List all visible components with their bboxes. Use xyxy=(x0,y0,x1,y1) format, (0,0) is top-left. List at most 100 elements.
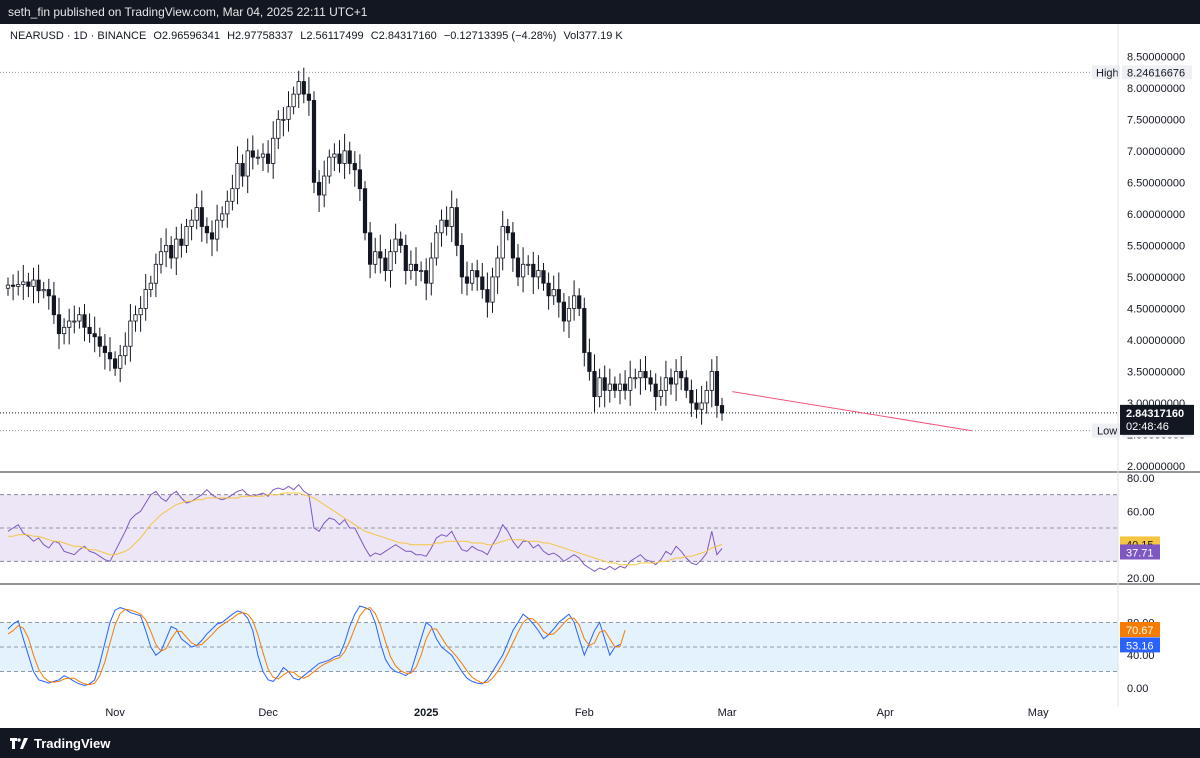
candle xyxy=(648,377,653,385)
candle xyxy=(367,232,373,265)
candle xyxy=(536,270,541,278)
rsi-value: 37.71 xyxy=(1126,547,1154,559)
candle xyxy=(515,257,521,278)
x-axis-label: Mar xyxy=(718,707,737,719)
candle xyxy=(612,383,618,391)
candle xyxy=(429,257,434,284)
candle xyxy=(398,238,403,246)
candle xyxy=(449,207,454,227)
candle xyxy=(138,308,143,316)
candle xyxy=(577,295,582,309)
tradingview-logo: TradingView xyxy=(10,736,110,751)
candle xyxy=(597,377,602,398)
candle xyxy=(230,188,235,202)
chart-area[interactable]: 8.50000000 8.00000000 7.50000000 7.00000000… xyxy=(0,24,1200,728)
candle xyxy=(357,169,363,190)
candle xyxy=(485,289,490,303)
rsi-line xyxy=(7,483,723,572)
candle xyxy=(674,371,679,385)
rsi-axis-tick: 20.00 xyxy=(1127,573,1155,585)
candle xyxy=(587,352,592,372)
price-axis-tick: 8.50000000 xyxy=(1127,51,1185,63)
candle xyxy=(679,371,684,379)
trendline xyxy=(732,391,972,432)
candle xyxy=(628,377,633,391)
candle xyxy=(26,281,31,287)
price-axis-tick: 2.00000000 xyxy=(1127,461,1185,473)
candle xyxy=(658,389,663,398)
candle xyxy=(36,279,41,292)
candle xyxy=(194,207,199,221)
candle xyxy=(128,320,133,347)
candle xyxy=(72,320,77,323)
candle xyxy=(179,238,184,246)
candle xyxy=(434,232,439,259)
legend-low: L2.56117499 xyxy=(300,30,364,42)
candle xyxy=(490,276,495,303)
candle xyxy=(291,93,296,108)
candle xyxy=(531,263,536,278)
candle xyxy=(255,156,261,159)
candle xyxy=(301,81,306,95)
candle xyxy=(556,289,561,303)
candle xyxy=(403,244,408,272)
candle xyxy=(714,371,720,406)
candle xyxy=(265,153,271,164)
candle xyxy=(444,219,449,227)
candle xyxy=(505,226,510,234)
stoch-d-line xyxy=(7,607,626,686)
stoch-k-value-box xyxy=(1120,637,1160,653)
candle xyxy=(77,314,82,322)
candle xyxy=(551,289,556,297)
candle xyxy=(311,100,317,183)
candle xyxy=(102,345,107,353)
low-label: Low xyxy=(1097,426,1117,438)
candle xyxy=(306,93,312,101)
candle xyxy=(668,377,674,385)
high-label: High xyxy=(1096,67,1119,79)
candle xyxy=(475,270,480,278)
candle xyxy=(383,257,388,272)
high-label-bg xyxy=(1092,65,1120,80)
rsi-axis-tick: 60.00 xyxy=(1127,506,1155,518)
candle xyxy=(281,118,286,121)
candle xyxy=(439,219,444,234)
candle xyxy=(260,153,266,158)
candle xyxy=(189,219,194,227)
candle xyxy=(148,282,153,290)
candle xyxy=(352,163,357,171)
candle xyxy=(393,238,398,253)
candle xyxy=(41,289,46,292)
candle xyxy=(296,81,301,95)
stoch-axis-tick: 40.00 xyxy=(1127,650,1155,662)
candle xyxy=(174,238,179,259)
legend-close: C2.84317160 xyxy=(370,30,437,42)
candle xyxy=(602,377,607,391)
price-axis-tick: 5.00000000 xyxy=(1127,272,1185,284)
candle xyxy=(719,405,725,414)
candle xyxy=(521,263,526,278)
candle xyxy=(153,263,158,284)
last-price-label: 2.84317160 xyxy=(1126,408,1184,420)
tradingview-logo-icon xyxy=(10,737,28,749)
candle xyxy=(220,213,225,221)
low-label-bg xyxy=(1092,423,1120,438)
candle xyxy=(235,163,240,190)
candle xyxy=(500,226,505,259)
candle xyxy=(643,371,648,379)
candle xyxy=(561,301,567,322)
legend-change: −0.12713395 (−4.28%) xyxy=(443,30,557,42)
candle xyxy=(133,314,138,322)
candle xyxy=(67,320,72,328)
price-chart-svg[interactable]: 8.50000000 8.00000000 7.50000000 7.00000000… xyxy=(0,24,1200,728)
candle xyxy=(337,153,342,164)
countdown-label: 02:48:46 xyxy=(1126,421,1169,433)
candle xyxy=(163,244,169,253)
candle xyxy=(418,270,424,273)
candle xyxy=(347,150,352,164)
symbol-legend: NEARUSD · 1D · BINANCE O2.96596341 H2.97… xyxy=(10,30,627,42)
footer-brand: TradingView xyxy=(34,735,111,751)
x-axis-label: May xyxy=(1028,707,1049,719)
candle xyxy=(663,377,669,391)
candle xyxy=(572,295,577,309)
